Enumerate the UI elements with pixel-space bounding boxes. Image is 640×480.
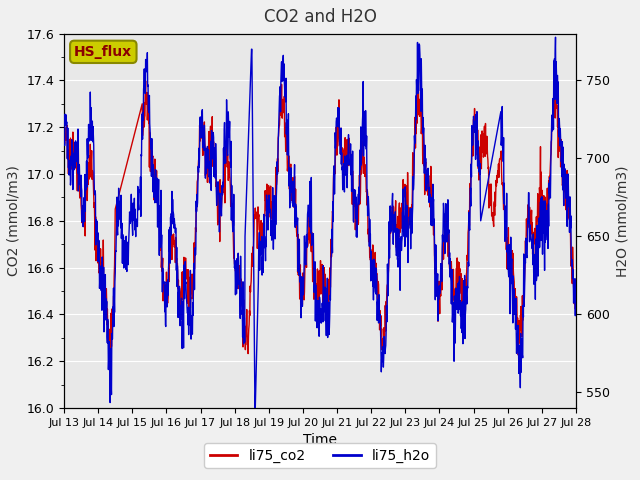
Text: HS_flux: HS_flux	[74, 45, 132, 59]
X-axis label: Time: Time	[303, 433, 337, 447]
Legend: li75_co2, li75_h2o: li75_co2, li75_h2o	[204, 443, 436, 468]
Y-axis label: CO2 (mmol/m3): CO2 (mmol/m3)	[7, 166, 21, 276]
Title: CO2 and H2O: CO2 and H2O	[264, 9, 376, 26]
Y-axis label: H2O (mmol/m3): H2O (mmol/m3)	[615, 165, 629, 276]
